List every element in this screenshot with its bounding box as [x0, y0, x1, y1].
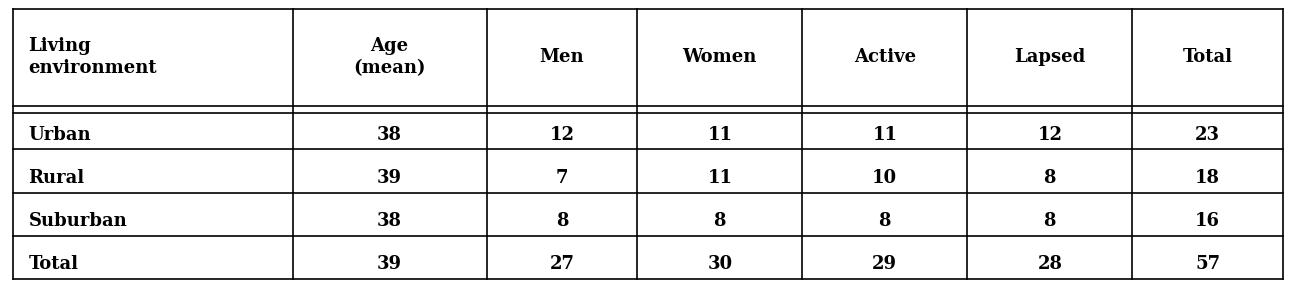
Text: 39: 39 — [377, 255, 402, 274]
Text: 8: 8 — [879, 212, 892, 230]
Text: 7: 7 — [556, 169, 568, 187]
Text: Active: Active — [854, 48, 916, 66]
Text: Men: Men — [539, 48, 584, 66]
Text: 38: 38 — [377, 126, 402, 143]
Text: 12: 12 — [1037, 126, 1063, 143]
Text: 8: 8 — [714, 212, 726, 230]
Text: Rural: Rural — [29, 169, 84, 187]
Text: Suburban: Suburban — [29, 212, 127, 230]
Text: 38: 38 — [377, 212, 402, 230]
Text: 30: 30 — [708, 255, 732, 274]
Text: 27: 27 — [550, 255, 574, 274]
Text: 10: 10 — [872, 169, 897, 187]
Text: 39: 39 — [377, 169, 402, 187]
Text: 11: 11 — [872, 126, 897, 143]
Text: Total: Total — [29, 255, 79, 274]
Text: 12: 12 — [550, 126, 574, 143]
Text: 23: 23 — [1195, 126, 1221, 143]
Text: Living
environment: Living environment — [29, 37, 157, 77]
Text: 28: 28 — [1037, 255, 1063, 274]
Text: Lapsed: Lapsed — [1015, 48, 1086, 66]
Text: 18: 18 — [1195, 169, 1221, 187]
Text: Urban: Urban — [29, 126, 91, 143]
Text: 8: 8 — [1043, 169, 1056, 187]
Text: Age
(mean): Age (mean) — [354, 37, 426, 77]
Text: 16: 16 — [1195, 212, 1221, 230]
Text: 8: 8 — [556, 212, 568, 230]
Text: 57: 57 — [1195, 255, 1221, 274]
Text: Total: Total — [1183, 48, 1232, 66]
Text: Women: Women — [683, 48, 757, 66]
Text: 29: 29 — [872, 255, 897, 274]
Text: 11: 11 — [708, 126, 732, 143]
Text: 11: 11 — [708, 169, 732, 187]
Text: 8: 8 — [1043, 212, 1056, 230]
